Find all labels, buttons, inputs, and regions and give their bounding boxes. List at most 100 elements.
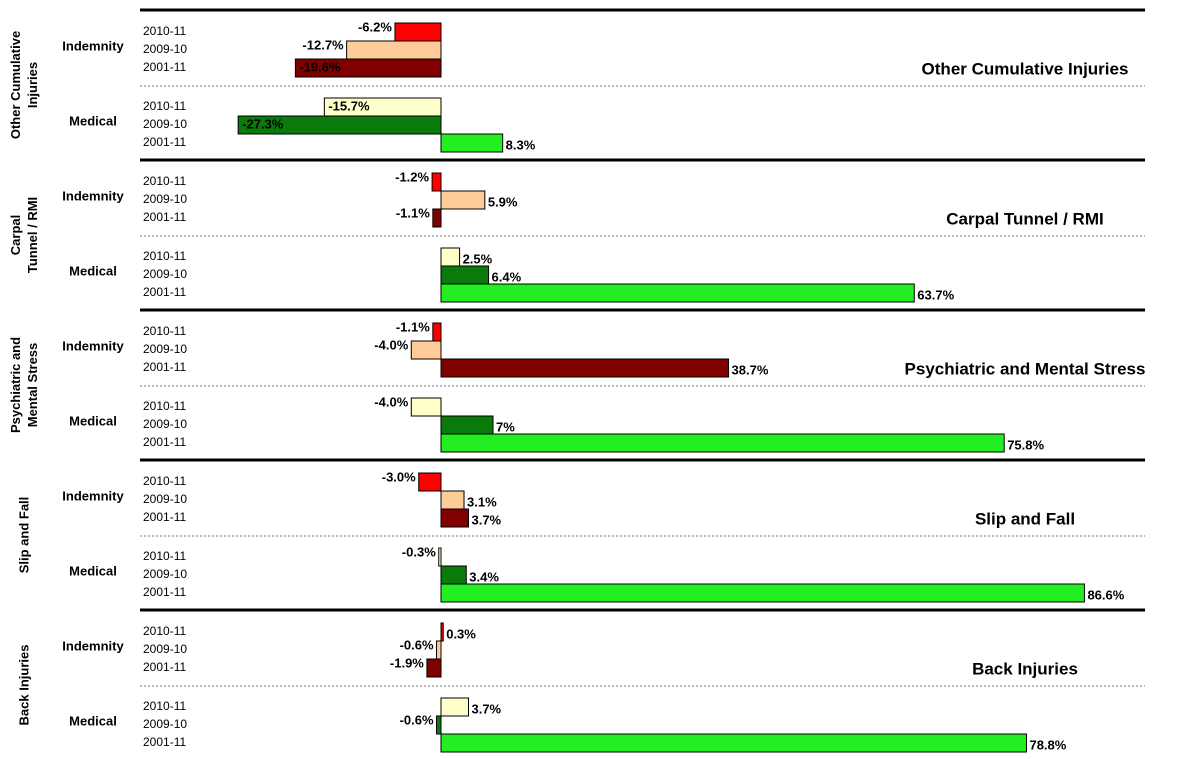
category-label: 2001-11 <box>143 60 186 74</box>
category-label: 2010-11 <box>143 99 186 113</box>
value-label: 75.8% <box>1007 437 1044 452</box>
category-label: 2010-11 <box>143 324 186 338</box>
value-label: -19.6% <box>299 59 341 74</box>
group-label: Slip and Fall <box>16 497 31 574</box>
subgroup-label: Indemnity <box>62 638 124 653</box>
group-label: Tunnel / RMI <box>25 197 40 273</box>
category-label: 2010-11 <box>143 699 186 713</box>
value-label: 78.8% <box>1029 737 1066 752</box>
value-label: -4.0% <box>374 337 408 352</box>
value-label: -1.2% <box>395 169 429 184</box>
category-label: 2010-11 <box>143 549 186 563</box>
bar <box>440 433 1005 453</box>
bar <box>440 697 469 717</box>
subgroup-label: Indemnity <box>62 338 124 353</box>
value-label: 5.9% <box>488 194 518 209</box>
category-label: 2001-11 <box>143 285 186 299</box>
value-label: 3.7% <box>471 512 501 527</box>
category-label: 2009-10 <box>143 567 187 581</box>
value-label: -12.7% <box>302 37 344 52</box>
category-label: 2001-11 <box>143 660 186 674</box>
bar <box>436 715 442 735</box>
category-label: 2001-11 <box>143 510 186 524</box>
group-label: Back Injuries <box>16 645 31 726</box>
subgroup-label: Medical <box>69 713 117 728</box>
category-label: 2009-10 <box>143 492 187 506</box>
category-label: 2001-11 <box>143 135 186 149</box>
bar <box>440 358 730 378</box>
panel-title: Slip and Fall <box>975 509 1075 528</box>
bar <box>237 115 442 135</box>
bar <box>436 640 442 660</box>
category-label: 2001-11 <box>143 360 186 374</box>
category-label: 2009-10 <box>143 267 187 281</box>
subgroup-label: Indemnity <box>62 188 124 203</box>
category-label: 2009-10 <box>143 717 187 731</box>
category-label: 2010-11 <box>143 174 186 188</box>
category-label: 2009-10 <box>143 417 187 431</box>
value-label: -0.6% <box>400 637 434 652</box>
panel-title: Other Cumulative Injuries <box>922 59 1129 78</box>
group-label: Other Cumulative <box>8 31 23 139</box>
value-label: -1.1% <box>396 205 430 220</box>
value-label: 86.6% <box>1087 587 1124 602</box>
bar <box>440 265 490 285</box>
bar <box>440 565 467 585</box>
value-label: -6.2% <box>358 19 392 34</box>
subgroup-label: Medical <box>69 563 117 578</box>
category-label: 2010-11 <box>143 474 186 488</box>
bar <box>410 397 442 417</box>
bar <box>440 247 461 267</box>
subgroup-label: Medical <box>69 263 117 278</box>
category-label: 2009-10 <box>143 42 187 56</box>
group-label: Mental Stress <box>25 343 40 428</box>
panel-title: Carpal Tunnel / RMI <box>946 209 1103 228</box>
bar <box>432 322 442 342</box>
category-label: 2009-10 <box>143 642 187 656</box>
value-label: -1.9% <box>390 655 424 670</box>
bar <box>440 733 1027 753</box>
bar <box>394 22 442 42</box>
value-label: -15.7% <box>328 98 370 113</box>
value-label: 3.1% <box>467 494 497 509</box>
bar <box>410 340 442 360</box>
bar <box>440 508 469 528</box>
category-label: 2001-11 <box>143 735 186 749</box>
value-label: -0.3% <box>402 544 436 559</box>
category-label: 2009-10 <box>143 192 187 206</box>
bar <box>431 172 442 192</box>
subgroup-label: Indemnity <box>62 38 124 53</box>
bar <box>440 583 1085 603</box>
bar <box>440 283 915 303</box>
panel-title: Psychiatric and Mental Stress <box>905 359 1146 378</box>
bar <box>346 40 442 60</box>
category-label: 2001-11 <box>143 585 186 599</box>
value-label: 0.3% <box>446 626 476 641</box>
category-label: 2001-11 <box>143 210 186 224</box>
subgroup-label: Medical <box>69 113 117 128</box>
category-label: 2010-11 <box>143 24 186 38</box>
value-label: 2.5% <box>463 251 493 266</box>
group-label: Injuries <box>25 62 40 108</box>
panel-title: Back Injuries <box>972 659 1078 678</box>
value-label: 7% <box>496 419 515 434</box>
category-label: 2009-10 <box>143 342 187 356</box>
value-label: -27.3% <box>242 116 284 131</box>
value-label: 8.3% <box>506 137 536 152</box>
bar <box>432 208 442 228</box>
value-label: -0.6% <box>400 712 434 727</box>
bar <box>438 547 442 567</box>
subgroup-label: Indemnity <box>62 488 124 503</box>
category-label: 2010-11 <box>143 399 186 413</box>
bar <box>440 190 486 210</box>
bar <box>418 472 442 492</box>
category-label: 2010-11 <box>143 624 186 638</box>
value-label: 6.4% <box>492 269 522 284</box>
value-label: -1.1% <box>396 319 430 334</box>
bar <box>440 133 504 153</box>
group-label: Carpal <box>8 215 23 255</box>
bar <box>440 622 444 642</box>
value-label: 3.4% <box>469 569 499 584</box>
value-label: 3.7% <box>471 701 501 716</box>
